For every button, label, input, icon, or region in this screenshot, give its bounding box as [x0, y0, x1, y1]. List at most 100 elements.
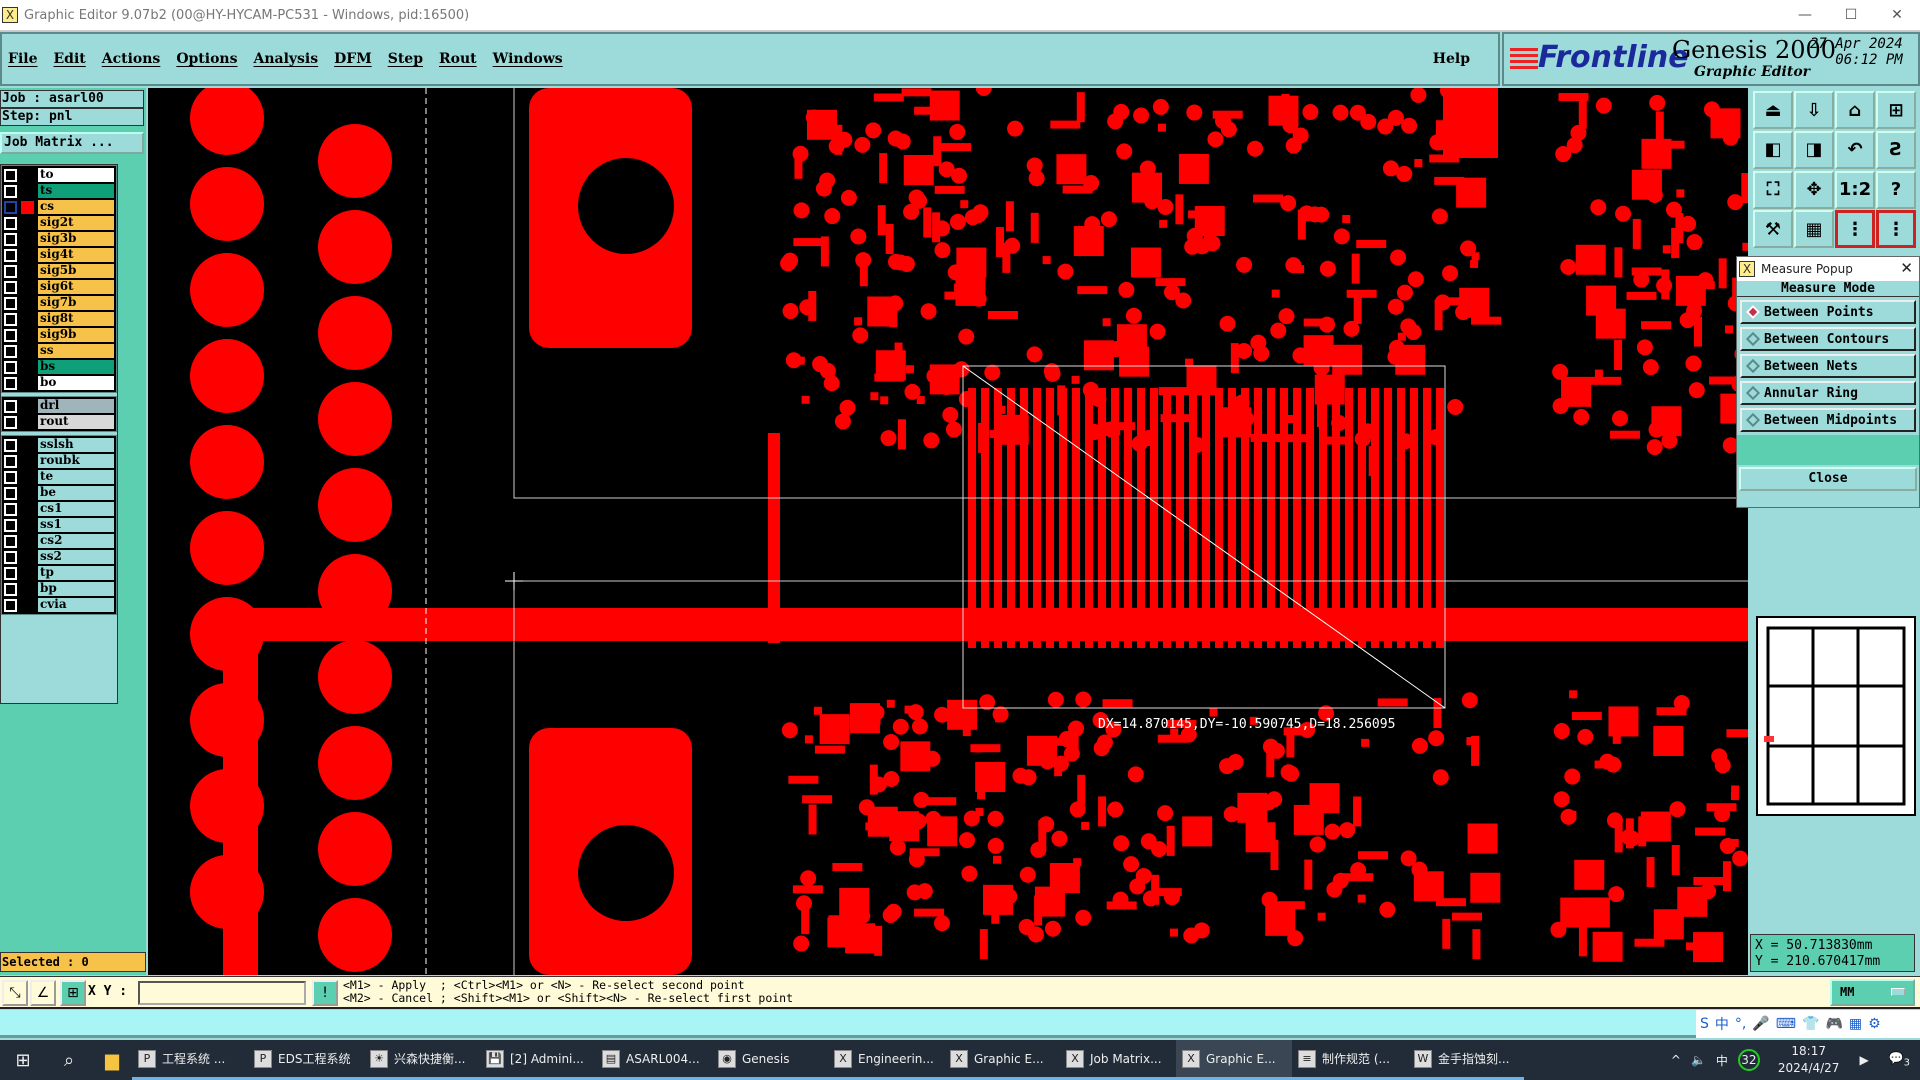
menu-file[interactable]: File	[8, 51, 38, 67]
close-button[interactable]: Close	[1739, 467, 1917, 491]
pan-icon[interactable]: ✥	[1794, 170, 1834, 209]
layer-name[interactable]: sig2t	[38, 216, 114, 230]
taskbar-app[interactable]: ◉ Genesis	[712, 1040, 828, 1080]
clock-date[interactable]: 2024/4/27	[1777, 1061, 1840, 1075]
menu-help[interactable]: Help	[1432, 51, 1470, 67]
input-language[interactable]: 中	[1715, 1053, 1728, 1068]
ime-item[interactable]: °,	[1734, 1016, 1747, 1032]
layer-checkbox[interactable]	[3, 437, 18, 453]
layer-checkbox[interactable]	[3, 247, 18, 263]
alert-icon[interactable]: !	[312, 980, 338, 1006]
layer-row[interactable]: cs2	[2, 533, 116, 549]
menu-rout[interactable]: Rout	[439, 51, 477, 67]
layer-checkbox[interactable]	[3, 398, 18, 414]
taskbar-app[interactable]: P EDS工程系统	[248, 1040, 364, 1080]
layer-row[interactable]: drl	[2, 398, 116, 414]
layer-name[interactable]: sig5b	[38, 264, 114, 278]
menu-options[interactable]: Options	[176, 51, 238, 67]
xy-input[interactable]	[138, 981, 306, 1005]
snap-icon[interactable]: Ƨ	[1876, 130, 1916, 169]
layer-name[interactable]: ss1	[38, 518, 114, 532]
layer-checkbox[interactable]	[3, 327, 18, 343]
layer-name[interactable]: sslsh	[38, 438, 114, 452]
layer-row[interactable]: to	[2, 167, 116, 183]
layer-row[interactable]: sig2t	[2, 215, 116, 231]
layer-row[interactable]: ss2	[2, 549, 116, 565]
layer-row[interactable]: sig5b	[2, 263, 116, 279]
layer-row[interactable]: bo	[2, 375, 116, 391]
netlist-edit-icon[interactable]: ⋮	[1876, 210, 1916, 249]
taskbar-app[interactable]: X Engineerin...	[828, 1040, 944, 1080]
layer-checkbox[interactable]	[3, 375, 18, 391]
zoom-fit-icon[interactable]: ⛶	[1753, 170, 1793, 209]
layer-row[interactable]: sig6t	[2, 279, 116, 295]
layer-row[interactable]: cvia	[2, 597, 116, 613]
layer-row[interactable]: sig4t	[2, 247, 116, 263]
layer-checkbox[interactable]	[3, 453, 18, 469]
layer-row[interactable]: cs1	[2, 501, 116, 517]
ime-item[interactable]: S	[1700, 1016, 1709, 1032]
grid-snap-icon[interactable]: ⊞	[60, 980, 86, 1006]
layer-name[interactable]: bs	[38, 360, 114, 374]
taskbar-app[interactable]: P 工程系统 ...	[132, 1040, 248, 1080]
save-icon[interactable]: ⇩	[1794, 91, 1834, 129]
security-badge[interactable]: 32	[1737, 1049, 1760, 1071]
layer-name[interactable]: cs1	[38, 502, 114, 516]
show-desktop-icon[interactable]: ▶	[1859, 1053, 1869, 1067]
taskbar-app[interactable]: ▤ ASARL004...	[596, 1040, 712, 1080]
move-right-icon[interactable]: ◨	[1794, 130, 1834, 169]
minimize-button[interactable]: —	[1798, 7, 1812, 23]
layer-name[interactable]: ts	[38, 184, 114, 198]
layer-row[interactable]: tp	[2, 565, 116, 581]
menu-actions[interactable]: Actions	[101, 51, 161, 67]
layer-row[interactable]: rout	[2, 414, 116, 430]
layer-checkbox[interactable]	[3, 501, 18, 517]
taskbar-app[interactable]: X Graphic E...	[1176, 1040, 1292, 1080]
layer-name[interactable]: cs2	[38, 534, 114, 548]
layer-row[interactable]: ss1	[2, 517, 116, 533]
popup-close-icon[interactable]: ✕	[1900, 259, 1913, 277]
layer-row[interactable]: ts	[2, 183, 116, 199]
grid-icon[interactable]: ▦	[1794, 210, 1834, 249]
measure-mode-option[interactable]: Between Points	[1740, 300, 1916, 324]
tray-overflow-icon[interactable]: ^	[1670, 1053, 1681, 1067]
layer-row[interactable]: sig7b	[2, 295, 116, 311]
ime-item[interactable]: 🎮	[1825, 1016, 1843, 1032]
units-select[interactable]: MM	[1830, 979, 1915, 1006]
layer-checkbox[interactable]	[3, 485, 18, 501]
layer-checkbox[interactable]	[3, 199, 18, 215]
layer-row[interactable]: te	[2, 469, 116, 485]
layer-name[interactable]: bo	[38, 376, 114, 390]
layer-name[interactable]: te	[38, 470, 114, 484]
layer-name[interactable]: ss2	[38, 550, 114, 564]
file-explorer-icon[interactable]: ▆	[105, 1049, 119, 1071]
layer-checkbox[interactable]	[3, 565, 18, 581]
open-job-icon[interactable]: ⏏	[1753, 91, 1793, 129]
search-icon[interactable]: ⌕	[63, 1049, 75, 1071]
measure-icon[interactable]: ⤡	[2, 980, 28, 1006]
tools-icon[interactable]: ⚒	[1753, 210, 1793, 249]
layer-name[interactable]: sig8t	[38, 312, 114, 326]
measure-mode-option[interactable]: Between Midpoints	[1740, 408, 1916, 432]
taskbar-app[interactable]: W 金手指蚀刻...	[1408, 1040, 1524, 1080]
taskbar-app[interactable]: ≡ 制作规范 (...	[1292, 1040, 1408, 1080]
layer-name[interactable]: cs	[38, 200, 114, 214]
clock-time[interactable]: 18:17	[1791, 1044, 1826, 1058]
layer-checkbox[interactable]	[3, 231, 18, 247]
layer-row[interactable]: cs	[2, 199, 116, 215]
taskbar-app[interactable]: 💾 [2] Admini...	[480, 1040, 596, 1080]
layer-row[interactable]: ss	[2, 343, 116, 359]
menu-step[interactable]: Step	[387, 51, 423, 67]
ime-item[interactable]: 🎤	[1752, 1016, 1770, 1032]
start-icon[interactable]: ⊞	[15, 1049, 31, 1071]
ime-item[interactable]: ⌨	[1775, 1016, 1796, 1032]
taskbar-app[interactable]: X Graphic E...	[944, 1040, 1060, 1080]
layer-row[interactable]: sslsh	[2, 437, 116, 453]
measure-mode-option[interactable]: Between Contours	[1740, 327, 1916, 351]
layer-checkbox[interactable]	[3, 359, 18, 375]
menu-edit[interactable]: Edit	[53, 51, 86, 67]
layer-row[interactable]: sig8t	[2, 311, 116, 327]
layer-checkbox[interactable]	[3, 311, 18, 327]
one-to-two-icon[interactable]: 1:2	[1835, 170, 1875, 209]
move-left-icon[interactable]: ◧	[1753, 130, 1793, 169]
